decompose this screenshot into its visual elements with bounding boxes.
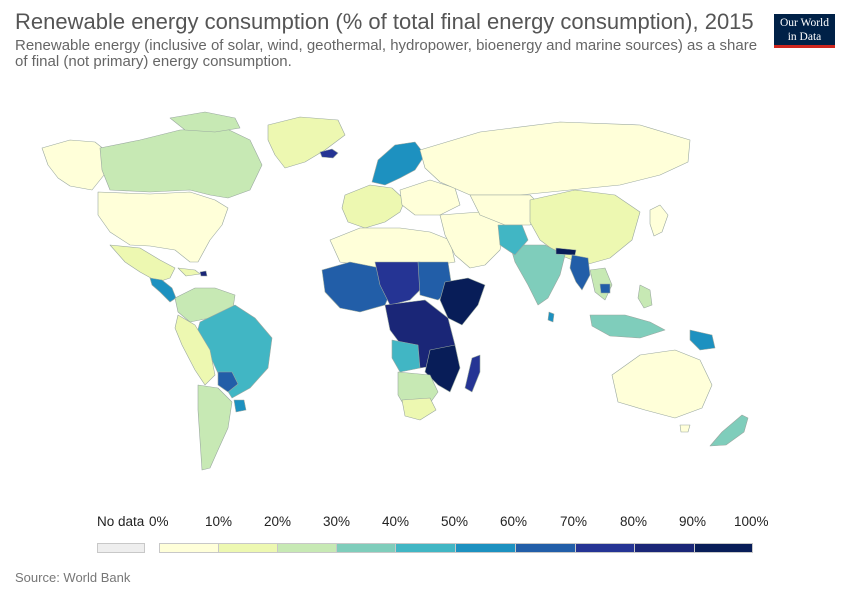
logo-line-2: in Data (787, 31, 822, 43)
region-canada[interactable] (99, 127, 263, 199)
legend-tick-7: 70% (560, 514, 588, 529)
legend-tick-9: 90% (679, 514, 707, 529)
legend-bin-9 (694, 543, 753, 553)
legend-tick-4: 40% (382, 514, 410, 529)
region-alaska[interactable] (41, 139, 111, 191)
chart-title: Renewable energy consumption (% of total… (15, 9, 754, 34)
region-haiti[interactable] (199, 270, 208, 277)
region-eastern-europe[interactable] (399, 179, 461, 216)
legend-bin-3 (336, 543, 396, 553)
legend-bin-6 (515, 543, 576, 553)
region-japan[interactable] (649, 204, 669, 237)
legend-bin-1 (218, 543, 278, 553)
region-australia[interactable] (611, 349, 713, 419)
legend-bin-5 (455, 543, 516, 553)
region-peru-bolivia[interactable] (174, 314, 216, 386)
region-cambodia[interactable] (599, 283, 611, 294)
region-western-europe[interactable] (341, 184, 406, 229)
legend-bin-0 (159, 543, 219, 553)
legend-no-data-swatch (97, 543, 145, 553)
logo-line-1: Our World (779, 17, 829, 29)
world-map[interactable] (0, 90, 850, 490)
region-caribbean[interactable] (177, 267, 201, 277)
legend-bin-4 (395, 543, 456, 553)
region-myanmar[interactable] (569, 254, 591, 291)
region-china[interactable] (529, 189, 641, 266)
legend-tick-2: 20% (264, 514, 292, 529)
region-iceland[interactable] (319, 148, 339, 159)
region-new-zealand[interactable] (709, 414, 749, 447)
legend-tick-8: 80% (620, 514, 648, 529)
region-uruguay[interactable] (233, 399, 247, 413)
region-greenland[interactable] (267, 116, 346, 169)
legend-bin-8 (634, 543, 695, 553)
region-russia[interactable] (419, 121, 691, 196)
region-paraguay[interactable] (217, 371, 239, 393)
region-angola[interactable] (391, 339, 421, 373)
region-east-southern-africa[interactable] (424, 344, 461, 393)
region-usa[interactable] (97, 191, 229, 263)
chart-subtitle: Renewable energy (inclusive of solar, wi… (15, 37, 758, 70)
region-madagascar[interactable] (464, 354, 481, 393)
legend-tick-10: 100% (734, 514, 769, 529)
legend-tick-6: 60% (500, 514, 528, 529)
region-south-africa[interactable] (401, 397, 437, 421)
legend-bin-2 (277, 543, 337, 553)
region-arctic-islands[interactable] (169, 111, 241, 133)
region-central-asia[interactable] (469, 194, 546, 226)
region-tasmania[interactable] (679, 424, 691, 433)
legend-tick-5: 50% (441, 514, 469, 529)
region-horn-of-africa[interactable] (439, 277, 486, 326)
region-scandinavia[interactable] (371, 141, 426, 186)
region-indonesia[interactable] (589, 314, 666, 339)
owid-logo[interactable]: Our World in Data (774, 14, 835, 48)
region-nepal[interactable] (555, 247, 577, 256)
legend-tick-3: 30% (323, 514, 351, 529)
region-pakistan[interactable] (497, 224, 529, 256)
region-philippines[interactable] (637, 284, 653, 309)
region-mexico[interactable] (109, 244, 176, 283)
region-sri-lanka[interactable] (547, 311, 555, 323)
region-papua-new-guinea[interactable] (689, 329, 716, 351)
legend-tick-1: 10% (205, 514, 233, 529)
legend-bin-7 (575, 543, 635, 553)
region-central-america[interactable] (149, 277, 177, 303)
region-argentina-chile[interactable] (197, 384, 233, 471)
legend-no-data-label: No data (97, 514, 145, 529)
source-note[interactable]: Source: World Bank (15, 570, 131, 585)
region-india[interactable] (509, 244, 566, 306)
legend-tick-0: 0% (149, 514, 169, 529)
